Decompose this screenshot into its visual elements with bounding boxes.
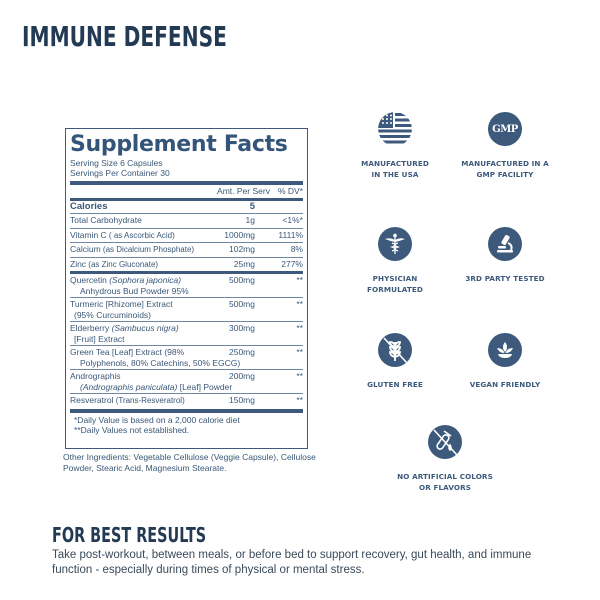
ingredient-name: Quercetin bbox=[70, 275, 110, 285]
facts-header-row: Amt. Per Serv % DV* bbox=[70, 185, 303, 198]
ingredient-dv: ** bbox=[296, 395, 303, 405]
ingredient-row: Green Tea [Leaf] Extract (98% Polyphenols… bbox=[70, 346, 303, 370]
divider-medium bbox=[70, 197, 303, 201]
divider-medium bbox=[70, 271, 303, 274]
ingredient-detail: Anhydrous Bud Powder 95% bbox=[80, 285, 189, 296]
best-results-text: Take post-workout, between meals, or bef… bbox=[52, 549, 532, 576]
ingredient-dv: ** bbox=[296, 371, 303, 381]
ingredient-detail: [Fruit] Extract bbox=[74, 333, 125, 344]
nutrient-detail: ( as Ascorbic Acid) bbox=[106, 230, 175, 240]
ingredient-dv: ** bbox=[296, 323, 303, 333]
ingredient-amt: 250mg bbox=[229, 347, 255, 357]
badge-label: MANUFACTURED IN A GMP FACILITY bbox=[461, 159, 549, 179]
nutrient-row: Total Carbohydrate 1g <1%* bbox=[70, 214, 303, 229]
ingredient-amt: 500mg bbox=[229, 299, 255, 309]
supplement-facts-panel: Supplement Facts Serving Size 6 Capsules… bbox=[65, 128, 308, 449]
header-amt: Amt. Per Serv bbox=[217, 186, 270, 196]
badge-label: MANUFACTURED IN THE USA bbox=[361, 159, 429, 179]
best-results-title: FOR BEST RESULTS bbox=[52, 523, 207, 547]
nutrient-dv: <1%* bbox=[282, 215, 303, 225]
divider-thick bbox=[70, 408, 303, 413]
header-dv: % DV* bbox=[277, 186, 303, 196]
ingredient-name: Green Tea [Leaf] Extract (98% bbox=[70, 347, 185, 357]
nutrient-amt: 25mg bbox=[233, 258, 255, 269]
caduceus-icon bbox=[378, 227, 412, 261]
ingredient-dv: ** bbox=[296, 299, 303, 309]
nutrient-name: Total Carbohydrate bbox=[70, 215, 142, 225]
ingredient-row: Quercetin (Sophora japonica) Anhydrous Bu… bbox=[70, 274, 303, 298]
ingredient-latin-name: (Andrographis paniculata) bbox=[80, 381, 178, 392]
nutrient-row: Calcium (as Dicalcium Phosphate) 102mg 8… bbox=[70, 243, 303, 258]
nutrient-dv: 1111% bbox=[278, 229, 303, 240]
ingredient-dv: ** bbox=[296, 275, 303, 285]
nutrient-amt: 1000mg bbox=[224, 229, 255, 240]
nutrient-detail: (as Dicalcium Phosphate) bbox=[100, 245, 195, 254]
badge-label: GLUTEN FREE bbox=[367, 380, 423, 389]
microscope-icon bbox=[488, 227, 522, 261]
no-artificial-icon bbox=[428, 425, 462, 459]
ingredient-amt: 200mg bbox=[229, 371, 255, 381]
ingredient-amt: 300mg bbox=[229, 323, 255, 333]
ingredient-name: Resveratrol bbox=[70, 395, 114, 405]
gluten-free-icon bbox=[378, 333, 412, 367]
ingredient-detail: [Leaf] Powder bbox=[177, 381, 233, 392]
other-ingredients: Other Ingredients: Vegetable Cellulose (… bbox=[63, 452, 316, 473]
badge-gluten-free: GLUTEN FREE bbox=[335, 333, 455, 391]
badge-gmp: GMP MANUFACTURED IN A GMP FACILITY bbox=[445, 112, 565, 180]
nutrient-dv: 8% bbox=[290, 244, 303, 254]
ingredient-row: Elderberry (Sambucus nigra) [Fruit] Extra… bbox=[70, 322, 303, 346]
ingredient-name: Turmeric [Rhizome] Extract bbox=[70, 299, 173, 309]
ingredient-amt: 500mg bbox=[229, 275, 255, 285]
vegan-leaf-icon bbox=[488, 333, 522, 367]
badge-physician-formulated: PHYSICIAN FORMULATED bbox=[335, 227, 455, 295]
footnote-dv: *Daily Value is based on a 2,000 calorie… bbox=[74, 414, 240, 425]
nutrient-row: Vitamin C ( as Ascorbic Acid) 1000mg 111… bbox=[70, 229, 303, 243]
ingredient-latin-name: (Sophora japonica) bbox=[109, 275, 182, 285]
calories-label: Calories bbox=[70, 200, 108, 212]
servings-per-container: Servings Per Container 30 bbox=[70, 168, 170, 178]
ingredient-row: Resveratrol (Trans-Resveratrol) 150mg ** bbox=[70, 394, 303, 408]
badge-no-artificial: NO ARTIFICIAL COLORS OR FLAVORS bbox=[385, 425, 505, 493]
ingredient-name: Andrographis bbox=[70, 371, 121, 381]
badge-made-in-usa: MANUFACTURED IN THE USA bbox=[335, 112, 455, 180]
ingredient-row: Andrographis (Andrographis paniculata) [L… bbox=[70, 370, 303, 394]
serving-size: Serving Size 6 Capsules bbox=[70, 158, 163, 168]
badge-vegan-friendly: VEGAN FRIENDLY bbox=[445, 333, 565, 391]
badge-label: 3RD PARTY TESTED bbox=[465, 274, 545, 283]
calories-amt: 5 bbox=[249, 200, 255, 212]
nutrient-name: Zinc bbox=[70, 258, 87, 269]
gmp-icon: GMP bbox=[488, 112, 522, 146]
ingredient-detail: Polyphenols, 80% Catechins, 50% EGCG) bbox=[80, 357, 241, 368]
nutrient-amt: 1g bbox=[245, 215, 255, 225]
badge-label: VEGAN FRIENDLY bbox=[469, 380, 541, 389]
badge-label: PHYSICIAN FORMULATED bbox=[367, 274, 423, 294]
divider-thick bbox=[70, 181, 303, 185]
nutrient-detail: (as Zinc Gluconate) bbox=[86, 259, 159, 269]
ingredient-name: Elderberry bbox=[70, 323, 112, 333]
ingredient-dv: ** bbox=[296, 347, 303, 357]
facts-title: Supplement Facts bbox=[70, 132, 288, 157]
nutrient-amt: 102mg bbox=[229, 244, 255, 254]
ingredient-detail: (95% Curcuminoids) bbox=[74, 309, 151, 320]
ingredient-row: Turmeric [Rhizome] Extract (95% Curcumino… bbox=[70, 298, 303, 322]
usa-flag-icon bbox=[378, 112, 412, 146]
ingredient-latin-name: (Sambucus nigra) bbox=[111, 323, 179, 333]
nutrient-name: Vitamin C bbox=[70, 229, 107, 240]
badge-third-party-tested: 3RD PARTY TESTED bbox=[445, 227, 565, 285]
nutrient-dv: 277% bbox=[281, 258, 303, 269]
page-title: IMMUNE DEFENSE bbox=[22, 20, 227, 53]
nutrient-row: Zinc (as Zinc Gluconate) 25mg 277% bbox=[70, 258, 303, 272]
calories-row: Calories 5 bbox=[70, 200, 303, 214]
nutrient-name: Calcium bbox=[70, 244, 101, 254]
ingredient-amt: 150mg bbox=[229, 395, 255, 405]
ingredient-detail: (Trans-Resveratrol) bbox=[113, 396, 185, 405]
badge-label: NO ARTIFICIAL COLORS OR FLAVORS bbox=[397, 472, 493, 492]
footnote-not-established: **Daily Values not established. bbox=[74, 425, 190, 435]
